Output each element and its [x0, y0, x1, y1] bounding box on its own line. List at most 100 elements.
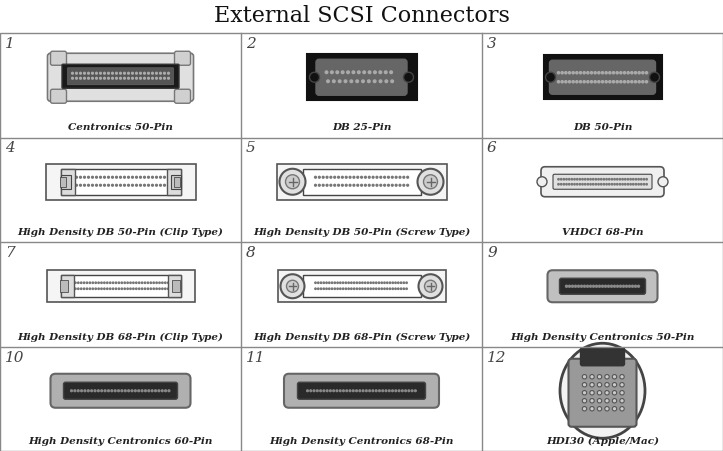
- Circle shape: [94, 390, 96, 391]
- Circle shape: [140, 184, 142, 186]
- Circle shape: [340, 282, 341, 283]
- Circle shape: [108, 176, 109, 178]
- Circle shape: [605, 81, 607, 83]
- Circle shape: [74, 282, 76, 283]
- Circle shape: [591, 72, 593, 74]
- Circle shape: [598, 184, 599, 185]
- Circle shape: [323, 282, 325, 283]
- Circle shape: [352, 71, 355, 74]
- Circle shape: [609, 72, 611, 74]
- Circle shape: [579, 72, 581, 74]
- Circle shape: [591, 81, 593, 83]
- Circle shape: [155, 184, 158, 186]
- Circle shape: [77, 282, 79, 283]
- Circle shape: [401, 390, 403, 391]
- Circle shape: [349, 390, 351, 391]
- Circle shape: [638, 179, 639, 180]
- Circle shape: [108, 78, 109, 79]
- Circle shape: [152, 184, 153, 186]
- FancyBboxPatch shape: [581, 348, 625, 366]
- Circle shape: [139, 282, 140, 283]
- Circle shape: [403, 288, 405, 290]
- Circle shape: [95, 72, 98, 74]
- Circle shape: [638, 285, 640, 287]
- Circle shape: [582, 399, 586, 403]
- Circle shape: [566, 184, 568, 185]
- Circle shape: [162, 288, 163, 290]
- FancyBboxPatch shape: [547, 270, 657, 302]
- Circle shape: [589, 285, 591, 287]
- Circle shape: [86, 288, 87, 290]
- FancyBboxPatch shape: [62, 64, 179, 88]
- Circle shape: [405, 390, 406, 391]
- Circle shape: [614, 184, 615, 185]
- Circle shape: [407, 176, 408, 178]
- Circle shape: [108, 72, 109, 74]
- Circle shape: [132, 184, 134, 186]
- Bar: [174, 177, 179, 187]
- Circle shape: [163, 176, 166, 178]
- Circle shape: [367, 288, 369, 290]
- Circle shape: [326, 176, 328, 178]
- Bar: [61, 169, 74, 195]
- Circle shape: [338, 176, 339, 178]
- Circle shape: [163, 72, 166, 74]
- Circle shape: [147, 72, 150, 74]
- FancyBboxPatch shape: [51, 374, 190, 408]
- Circle shape: [152, 176, 153, 178]
- Circle shape: [108, 184, 109, 186]
- Circle shape: [341, 184, 343, 186]
- Circle shape: [376, 176, 378, 178]
- Circle shape: [111, 176, 114, 178]
- Circle shape: [112, 282, 114, 283]
- Circle shape: [108, 390, 109, 391]
- Circle shape: [384, 184, 385, 186]
- Circle shape: [372, 390, 374, 391]
- Circle shape: [638, 184, 639, 185]
- Circle shape: [317, 288, 319, 290]
- Circle shape: [610, 285, 612, 287]
- Circle shape: [617, 179, 618, 180]
- Text: 4: 4: [5, 142, 14, 156]
- Circle shape: [326, 288, 328, 290]
- Circle shape: [575, 285, 576, 287]
- Circle shape: [582, 374, 586, 379]
- Circle shape: [424, 175, 437, 189]
- Circle shape: [76, 72, 77, 74]
- Text: High Density DB 50-Pin (Clip Type): High Density DB 50-Pin (Clip Type): [17, 228, 223, 237]
- Circle shape: [162, 282, 163, 283]
- Circle shape: [72, 72, 74, 74]
- Circle shape: [643, 179, 645, 180]
- Circle shape: [364, 176, 367, 178]
- Circle shape: [356, 390, 357, 391]
- Circle shape: [558, 179, 559, 180]
- Circle shape: [328, 288, 330, 290]
- Circle shape: [72, 282, 73, 283]
- Circle shape: [349, 184, 351, 186]
- Circle shape: [330, 71, 333, 74]
- Text: External SCSI Connectors: External SCSI Connectors: [213, 5, 510, 28]
- Bar: [61, 275, 181, 297]
- Circle shape: [362, 390, 364, 391]
- Circle shape: [593, 184, 594, 185]
- Circle shape: [354, 282, 355, 283]
- Circle shape: [87, 390, 89, 391]
- Circle shape: [590, 391, 594, 395]
- Circle shape: [391, 176, 393, 178]
- Circle shape: [115, 288, 116, 290]
- Circle shape: [338, 80, 341, 83]
- Circle shape: [623, 285, 625, 287]
- Circle shape: [132, 72, 134, 74]
- Circle shape: [315, 184, 317, 186]
- Circle shape: [614, 285, 615, 287]
- Circle shape: [616, 72, 618, 74]
- Circle shape: [84, 176, 85, 178]
- Circle shape: [582, 391, 586, 395]
- Circle shape: [144, 184, 145, 186]
- Circle shape: [381, 288, 382, 290]
- Circle shape: [337, 288, 338, 290]
- Circle shape: [388, 390, 390, 391]
- Circle shape: [168, 390, 170, 391]
- FancyBboxPatch shape: [560, 278, 646, 294]
- Circle shape: [558, 184, 559, 185]
